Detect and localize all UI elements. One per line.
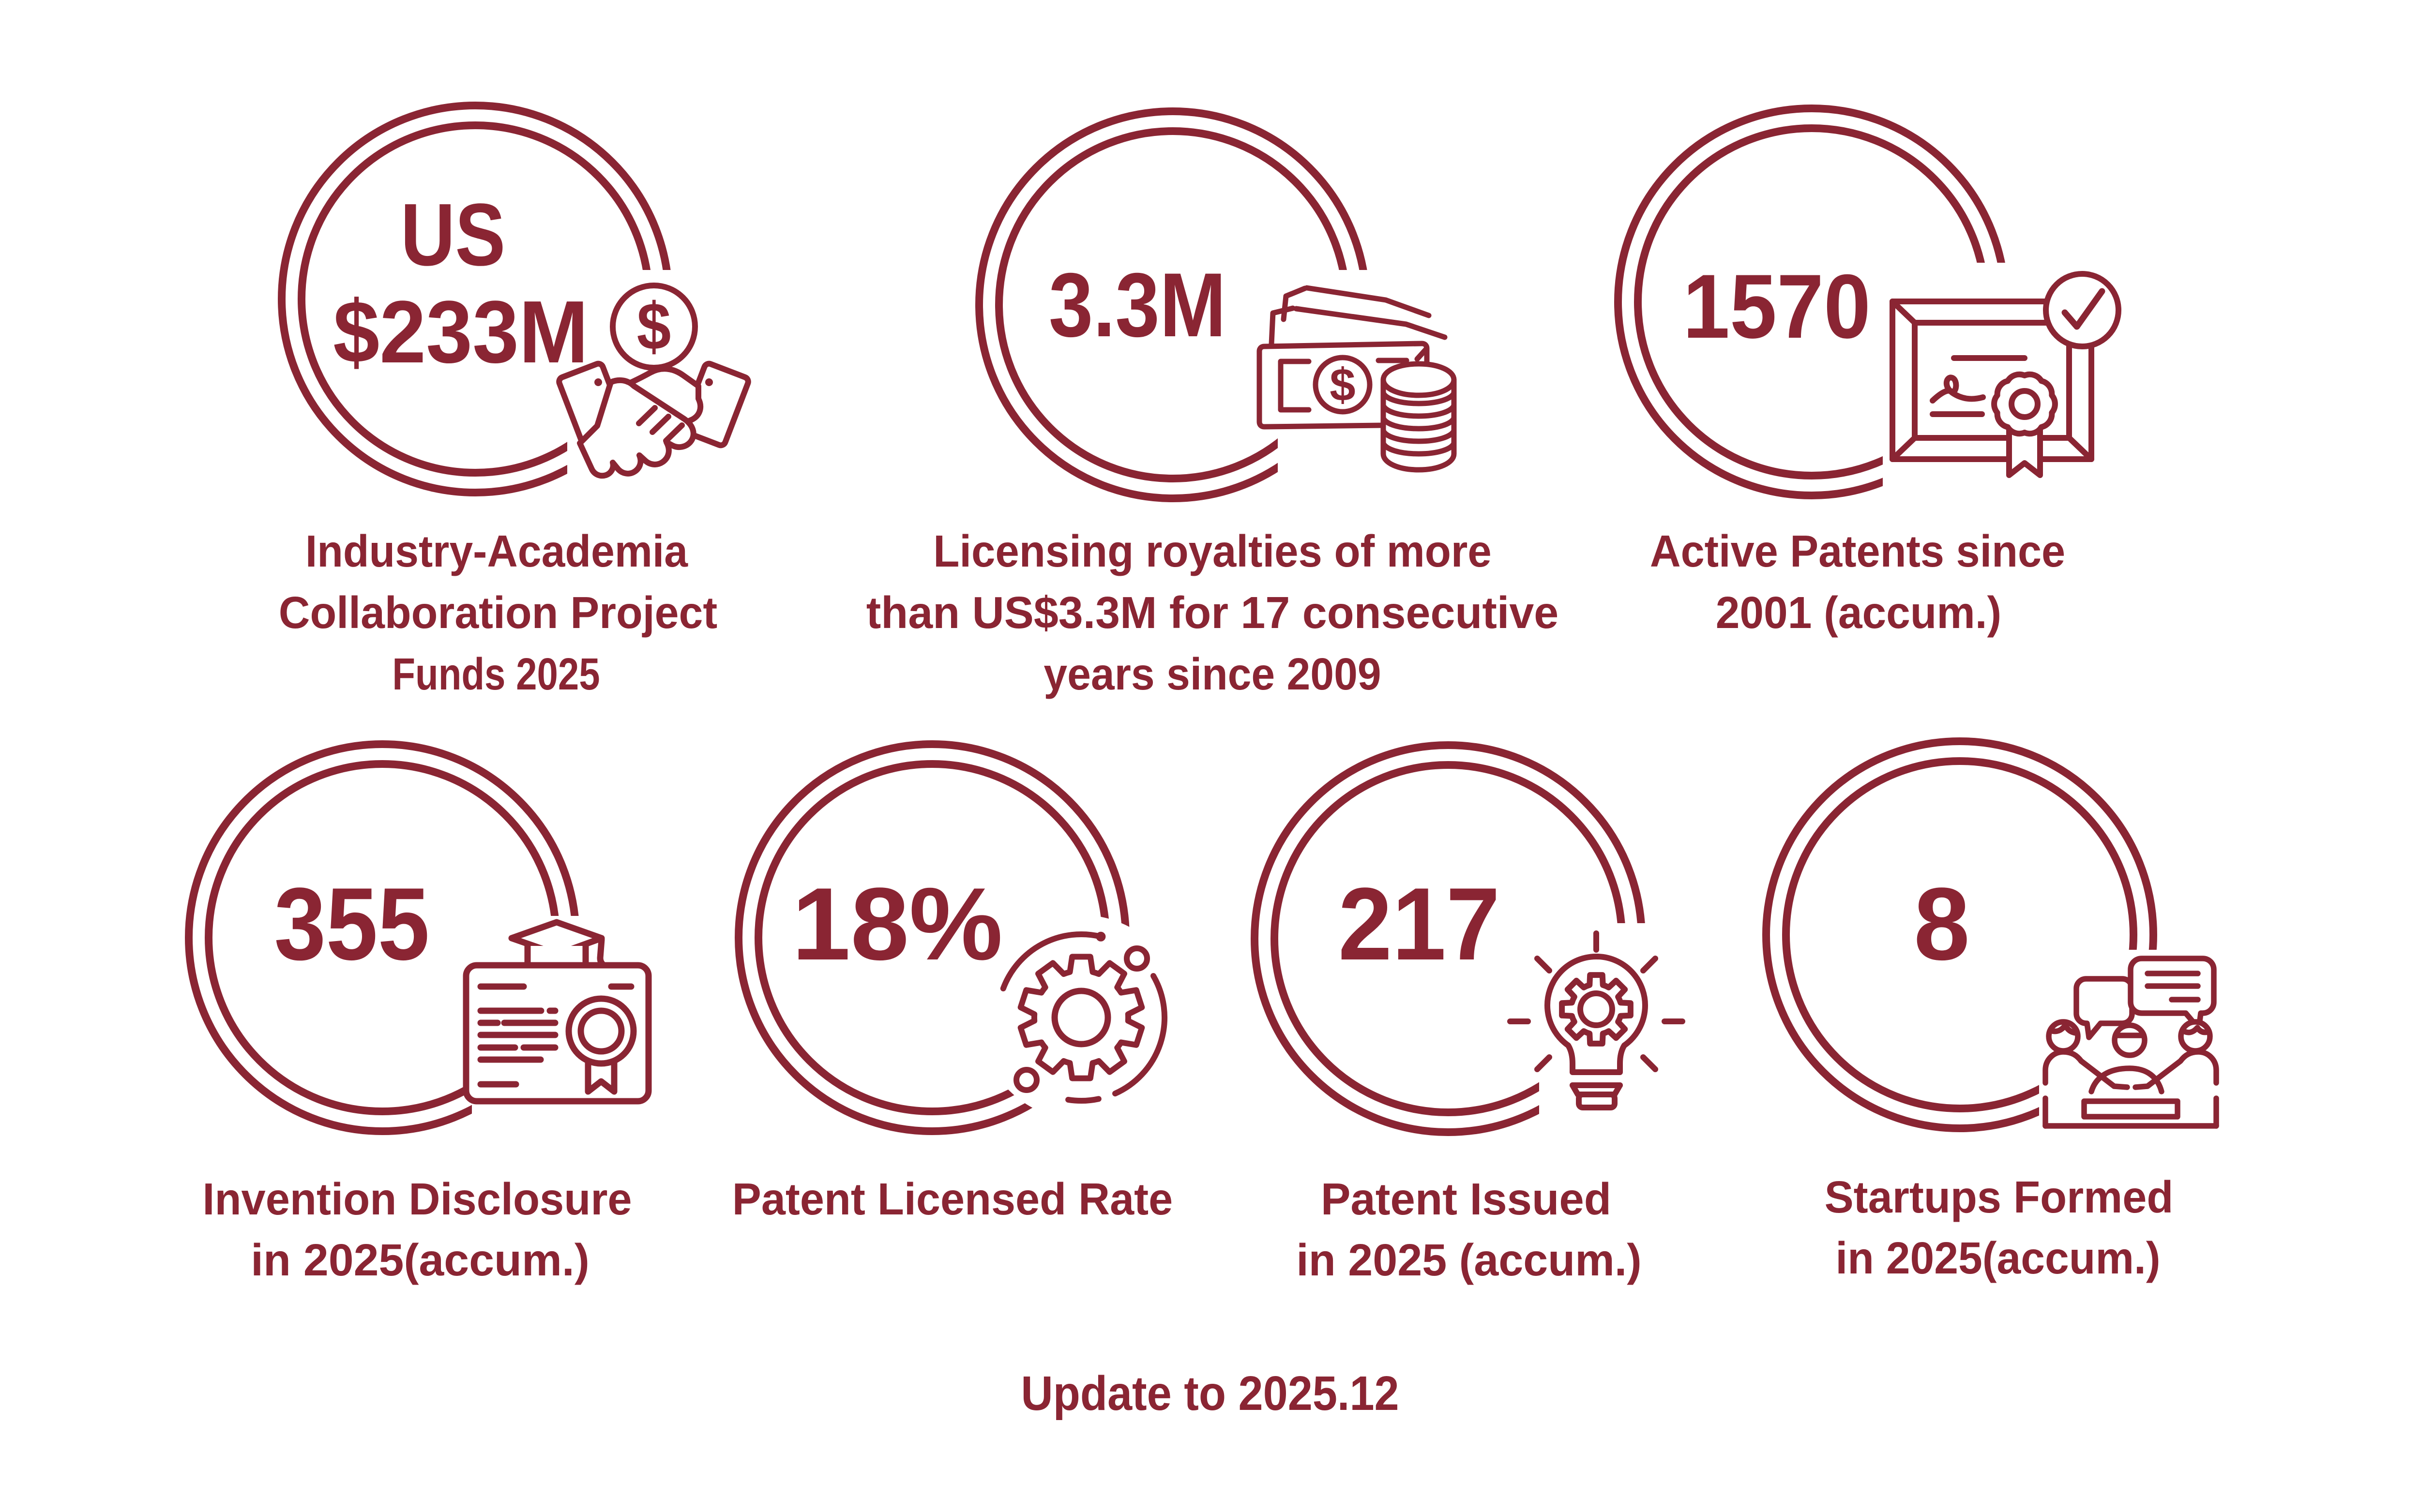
svg-text:Invention Disclosure: Invention Disclosure xyxy=(202,1174,632,1225)
svg-text:Active Patents since: Active Patents since xyxy=(1650,526,2065,577)
svg-text:in 2025(accum.): in 2025(accum.) xyxy=(1835,1233,2160,1283)
svg-text:217: 217 xyxy=(1338,866,1500,981)
svg-text:3.3M: 3.3M xyxy=(1049,254,1226,356)
svg-text:355: 355 xyxy=(274,867,429,982)
svg-text:years since 2009: years since 2009 xyxy=(1044,649,1381,700)
svg-text:Patent Licensed Rate: Patent Licensed Rate xyxy=(732,1174,1173,1225)
svg-text:$: $ xyxy=(637,289,671,364)
svg-text:18%: 18% xyxy=(792,866,1003,981)
svg-text:Industry-Academia: Industry-Academia xyxy=(305,526,688,577)
svg-text:in 2025 (accum.): in 2025 (accum.) xyxy=(1296,1234,1641,1285)
svg-text:1570: 1570 xyxy=(1683,256,1871,357)
svg-text:than US$3.3M for 17 consecutiv: than US$3.3M for 17 consecutive xyxy=(866,587,1558,638)
svg-text:Funds 2025: Funds 2025 xyxy=(392,649,600,700)
svg-text:Collaboration Project: Collaboration Project xyxy=(279,588,717,638)
svg-text:8: 8 xyxy=(1914,866,1970,982)
svg-text:2001 (accum.): 2001 (accum.) xyxy=(1716,587,2001,638)
svg-text:$233M: $233M xyxy=(333,282,589,381)
svg-text:US: US xyxy=(401,185,506,284)
svg-text:Update to 2025.12: Update to 2025.12 xyxy=(1021,1366,1399,1420)
svg-text:in 2025(accum.): in 2025(accum.) xyxy=(251,1235,590,1285)
svg-text:$: $ xyxy=(1330,359,1355,411)
svg-text:Patent Issued: Patent Issued xyxy=(1321,1174,1611,1224)
svg-text:Licensing royalties of more: Licensing royalties of more xyxy=(933,526,1492,576)
svg-text:Startups Formed: Startups Formed xyxy=(1825,1172,2174,1223)
